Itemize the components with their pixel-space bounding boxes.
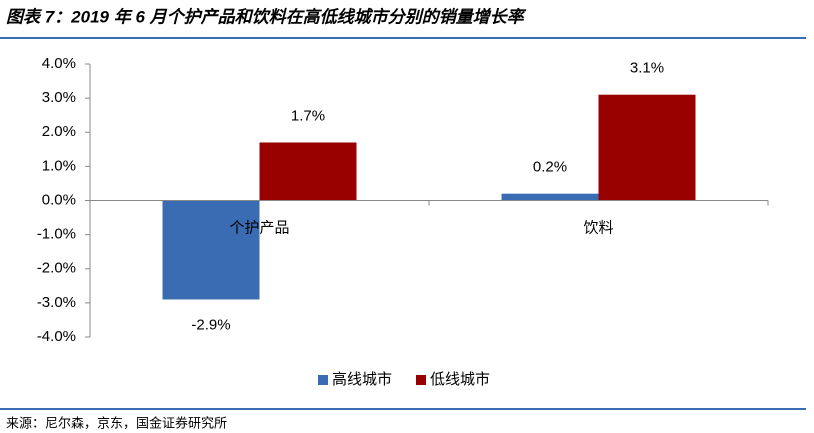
legend-swatch bbox=[318, 375, 328, 385]
value-label: 1.7% bbox=[291, 107, 325, 124]
legend-label: 高线城市 bbox=[332, 371, 392, 388]
y-tick-label: -2.0% bbox=[37, 260, 76, 277]
legend-swatch bbox=[416, 375, 426, 385]
x-tick-label: 饮料 bbox=[583, 219, 613, 236]
chart-title: 图表 7：2019 年 6 月个护产品和饮料在高低线城市分别的销量增长率 bbox=[6, 7, 527, 26]
y-tick-label: 4.0% bbox=[42, 55, 76, 72]
bar bbox=[162, 200, 260, 300]
bar bbox=[501, 193, 599, 201]
legend-label: 低线城市 bbox=[430, 371, 490, 388]
y-tick-label: 3.0% bbox=[42, 89, 76, 106]
value-label: -2.9% bbox=[191, 316, 230, 333]
x-tick-label: 个护产品 bbox=[229, 219, 289, 236]
y-tick-label: 0.0% bbox=[42, 191, 76, 208]
y-tick-label: -3.0% bbox=[37, 294, 76, 311]
y-tick-label: -1.0% bbox=[37, 226, 76, 243]
y-tick-label: -4.0% bbox=[37, 328, 76, 345]
value-label: 0.2% bbox=[533, 159, 567, 176]
value-label: 3.1% bbox=[630, 60, 664, 77]
bar bbox=[259, 142, 357, 201]
y-tick-label: 2.0% bbox=[42, 123, 76, 140]
bar bbox=[598, 94, 696, 201]
y-tick-label: 1.0% bbox=[42, 157, 76, 174]
source: 来源：尼尔森，京东，国金证券研究所 bbox=[6, 415, 227, 430]
